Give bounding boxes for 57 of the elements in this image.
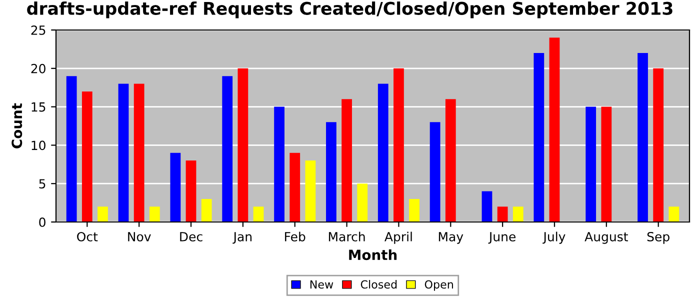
y-tick-label: 0 [39, 217, 46, 227]
bar [98, 206, 108, 222]
bar [82, 91, 92, 222]
bar [409, 198, 420, 222]
x-tick-label: June [488, 232, 516, 244]
legend-label: Open [424, 280, 453, 291]
bar [290, 152, 300, 222]
bar [357, 184, 368, 222]
bar [238, 68, 248, 222]
bar [482, 191, 492, 222]
y-axis-title: Count [12, 103, 22, 148]
bar [601, 106, 612, 222]
x-axis-title: Month [349, 249, 397, 260]
bar [170, 152, 181, 222]
y-tick-label: 10 [32, 140, 46, 150]
x-tick-label: August [584, 232, 628, 244]
x-tick-label: March [328, 232, 365, 242]
bar [201, 198, 212, 222]
y-tick-label: 15 [32, 102, 46, 112]
bar [534, 53, 544, 222]
bar [186, 160, 196, 222]
bar [430, 122, 440, 222]
legend-label: New [310, 280, 334, 289]
chart-title: drafts-update-ref Requests Created/Closed/Open September 2013 [27, 2, 672, 18]
bar [445, 99, 456, 222]
bar [253, 206, 264, 222]
y-tick-label: 20 [31, 64, 46, 74]
x-tick-label: Oct [77, 232, 98, 242]
x-tick-label: Dec [180, 232, 202, 242]
bar [394, 68, 404, 222]
bar [342, 99, 352, 222]
bar [326, 122, 336, 222]
bar [149, 206, 160, 222]
x-tick-label: Feb [285, 232, 306, 242]
bar [653, 68, 664, 222]
y-tick-label: 5 [39, 179, 46, 189]
bar [134, 84, 144, 222]
x-tick-label: Nov [128, 232, 151, 242]
bar [512, 206, 524, 222]
bar [586, 106, 596, 222]
y-tick-label: 25 [31, 25, 46, 35]
bar [378, 84, 388, 222]
bar [638, 53, 648, 222]
bar [497, 206, 508, 222]
x-tick-label: May [438, 232, 464, 244]
bar [305, 160, 316, 222]
x-tick-label: Jan [232, 232, 252, 244]
bar [66, 76, 77, 222]
legend-label: Closed [360, 280, 397, 289]
x-tick-label: July [542, 232, 566, 244]
bar [549, 38, 560, 222]
bar [274, 106, 284, 222]
bar [668, 206, 680, 222]
x-tick-label: Sep [647, 232, 670, 244]
bar [222, 76, 233, 222]
x-tick-label: April [384, 232, 412, 244]
bar [118, 84, 129, 222]
